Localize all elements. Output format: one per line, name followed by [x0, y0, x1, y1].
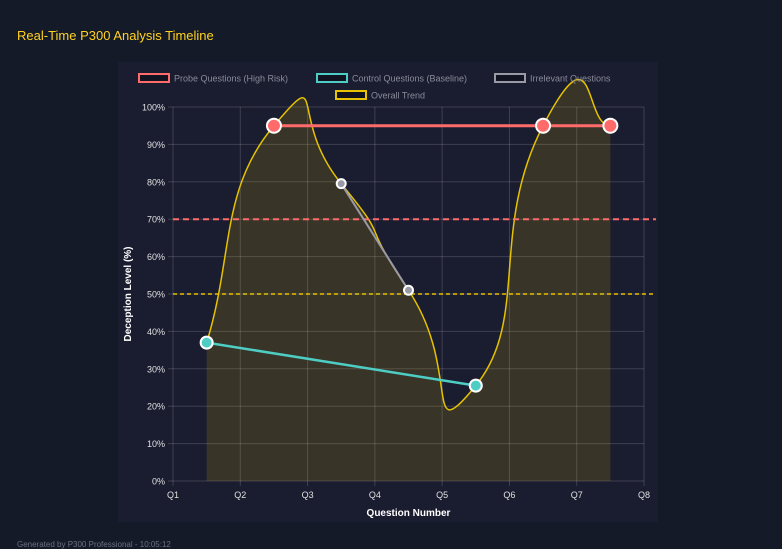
legend-label: Probe Questions (High Risk) [174, 74, 288, 84]
page-title: Real-Time P300 Analysis Timeline [17, 28, 214, 43]
legend-swatch [316, 73, 348, 83]
x-tick-label: Q3 [302, 490, 314, 500]
data-point [468, 378, 483, 393]
y-tick-label: 80% [147, 177, 165, 187]
x-tick-label: Q8 [638, 490, 650, 500]
x-tick-label: Q1 [167, 490, 179, 500]
x-tick-label: Q4 [369, 490, 381, 500]
legend-label: Irrelevant Questions [530, 74, 611, 84]
y-tick-label: 60% [147, 252, 165, 262]
y-tick-label: 40% [147, 327, 165, 337]
data-point [535, 117, 552, 134]
y-tick-label: 0% [152, 477, 165, 487]
x-axis-title: Question Number [367, 508, 451, 519]
y-tick-label: 90% [147, 140, 165, 150]
x-tick-label: Q6 [503, 490, 515, 500]
legend-swatch [138, 73, 170, 83]
legend-swatch [494, 73, 526, 83]
x-tick-label: Q5 [436, 490, 448, 500]
trend-fill-area [206, 79, 611, 481]
data-point [199, 335, 214, 350]
x-tick-label: Q2 [234, 490, 246, 500]
series-line-2 [340, 183, 410, 291]
legend-swatch [335, 90, 367, 100]
y-tick-label: 10% [147, 439, 165, 449]
series-line-1 [206, 341, 476, 387]
data-point [335, 178, 347, 190]
y-tick-label: 50% [147, 290, 165, 300]
y-tick-label: 30% [147, 364, 165, 374]
footer-text: Generated by P300 Professional - 10:05:1… [17, 540, 171, 549]
data-point [602, 117, 619, 134]
legend-label: Control Questions (Baseline) [352, 74, 467, 84]
y-tick-label: 100% [142, 103, 165, 113]
y-tick-label: 20% [147, 402, 165, 412]
chart-panel [118, 62, 658, 522]
data-point [265, 117, 282, 134]
legend-label: Overall Trend [371, 91, 425, 101]
y-axis-title: Deception Level (%) [123, 246, 134, 341]
x-tick-label: Q7 [571, 490, 583, 500]
y-tick-label: 70% [147, 215, 165, 225]
data-point [403, 284, 414, 296]
